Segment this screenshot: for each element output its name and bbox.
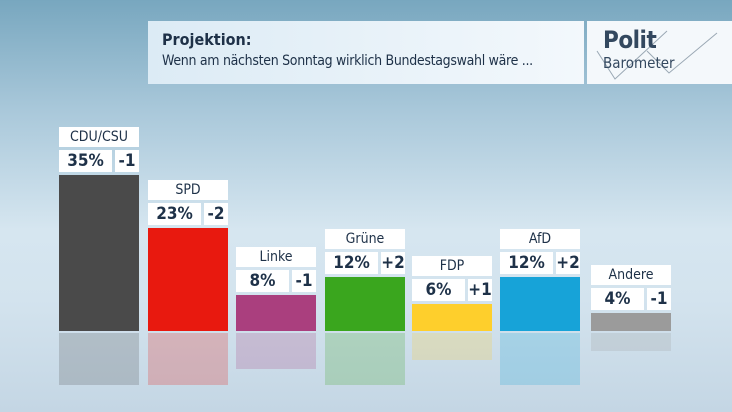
bar-reflection-4 bbox=[412, 333, 492, 360]
bar-reflection-3 bbox=[325, 333, 405, 385]
change-label-4: +1 bbox=[468, 279, 492, 302]
category-label-2: Linke bbox=[236, 247, 316, 268]
change-label-3: +2 bbox=[381, 252, 405, 275]
bar-1 bbox=[148, 228, 228, 331]
category-label-5: AfD bbox=[500, 229, 580, 250]
logo-text-polit: Polit bbox=[603, 26, 657, 54]
bar-3 bbox=[325, 277, 405, 331]
change-label-6: -1 bbox=[647, 288, 671, 311]
chart-title: Projektion: bbox=[162, 30, 252, 49]
change-label-0: -1 bbox=[115, 149, 139, 172]
bar-5 bbox=[500, 277, 580, 331]
title-panel: Projektion: Wenn am nächsten Sonntag wir… bbox=[148, 21, 584, 84]
bar-reflection-0 bbox=[59, 333, 139, 385]
value-label-4: 6% bbox=[412, 279, 465, 302]
change-label-1: -2 bbox=[204, 203, 228, 226]
bar-4 bbox=[412, 304, 492, 331]
politbarometer-logo: Polit Barometer bbox=[587, 21, 732, 84]
bar-2 bbox=[236, 295, 316, 331]
bar-0 bbox=[59, 174, 139, 331]
change-label-5: +2 bbox=[556, 252, 580, 275]
category-label-3: Grüne bbox=[325, 229, 405, 250]
value-label-1: 23% bbox=[148, 203, 201, 226]
category-label-6: Andere bbox=[591, 265, 671, 286]
bar-reflection-5 bbox=[500, 333, 580, 385]
value-label-3: 12% bbox=[325, 252, 378, 275]
bar-reflection-2 bbox=[236, 333, 316, 369]
category-label-0: CDU/CSU bbox=[59, 126, 139, 147]
change-label-2: -1 bbox=[292, 270, 316, 293]
bar-reflection-6 bbox=[591, 333, 671, 351]
bar-reflection-1 bbox=[148, 333, 228, 385]
value-label-2: 8% bbox=[236, 270, 289, 293]
chart-subtitle: Wenn am nächsten Sonntag wirklich Bundes… bbox=[162, 53, 533, 69]
category-label-1: SPD bbox=[148, 180, 228, 201]
bar-6 bbox=[591, 313, 671, 331]
category-label-4: FDP bbox=[412, 256, 492, 277]
value-label-5: 12% bbox=[500, 252, 553, 275]
checkmark-icon bbox=[596, 30, 718, 80]
value-label-0: 35% bbox=[59, 149, 112, 172]
logo-text-barometer: Barometer bbox=[603, 54, 675, 72]
value-label-6: 4% bbox=[591, 288, 644, 311]
